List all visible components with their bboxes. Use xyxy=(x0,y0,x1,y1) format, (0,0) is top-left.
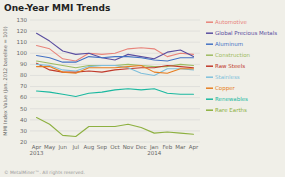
legend-entry: Raw Steels xyxy=(215,63,245,69)
series-line xyxy=(37,89,194,97)
y-tick-label: 120 xyxy=(17,28,28,34)
legend-swatch xyxy=(206,32,213,34)
legend-entry: Automotive xyxy=(215,19,247,25)
grid-line xyxy=(30,20,200,21)
legend-swatch xyxy=(206,87,213,89)
y-axis-label: MMI Index Value (Jan. 2012 baseline = 10… xyxy=(2,26,8,135)
grid-line xyxy=(30,142,200,143)
background xyxy=(0,0,285,177)
legend-entry: Global Precious Metals xyxy=(215,30,277,36)
x-tick-label: Mar xyxy=(175,144,186,150)
y-tick-label: 110 xyxy=(17,39,28,45)
legend-swatch xyxy=(206,65,213,67)
x-tick-label: Sep xyxy=(97,144,108,151)
series-line xyxy=(37,61,194,68)
x-tick-label-line: Oct xyxy=(110,144,120,150)
legend-entry: Stainless xyxy=(215,74,240,80)
x-tick-label-line: Aug xyxy=(83,144,94,151)
x-tick-label-line: 2014 xyxy=(147,150,161,156)
x-tick-label: Apr2013 xyxy=(30,144,44,156)
x-tick-label-line: Feb xyxy=(162,144,172,150)
x-tick-label-line: Nov xyxy=(123,144,134,150)
footer: © MetalMiner™. All rights reserved. xyxy=(4,170,85,175)
y-tick-label: 130 xyxy=(17,17,28,23)
lines xyxy=(37,33,194,136)
series-line xyxy=(37,55,194,62)
legend-swatch xyxy=(206,54,213,56)
legend-swatch xyxy=(206,21,213,23)
y-tick-label: 50 xyxy=(20,106,27,112)
grid-line xyxy=(30,75,200,76)
series-line xyxy=(37,65,194,73)
y-tick-label: 100 xyxy=(17,50,28,56)
legend-swatch xyxy=(206,76,213,78)
x-tick-label-line: Jul xyxy=(71,144,79,151)
series-line xyxy=(37,118,194,137)
y-tick-label: 20 xyxy=(20,139,27,145)
grid-line xyxy=(30,42,200,43)
y-tick-label: 90 xyxy=(20,61,27,67)
x-tick-label: Apr xyxy=(189,144,199,151)
legend-entry: Renewables xyxy=(215,96,248,102)
legend-swatch xyxy=(206,109,213,111)
y-tick-label: 80 xyxy=(20,72,27,78)
x-tick-label: Nov xyxy=(123,144,134,150)
x-tick-label-line: May xyxy=(44,144,56,151)
series-line xyxy=(37,33,194,60)
legend-entry: Construction xyxy=(215,52,251,58)
grid-line xyxy=(30,86,200,87)
legend-entry: Aluminum xyxy=(215,41,243,47)
x-tick-label: Jan2014 xyxy=(147,144,161,156)
y-tick-label: 60 xyxy=(20,94,27,100)
y-tick-label: 70 xyxy=(20,83,27,89)
x-tick-label: Jul xyxy=(71,144,79,151)
x-tick-label-line: Dec xyxy=(136,144,147,150)
y-tick-label: 40 xyxy=(20,117,27,123)
x-tick-label: Oct xyxy=(110,144,120,150)
title: One-Year MMI Trends xyxy=(4,3,110,13)
x-tick-label: Dec xyxy=(136,144,147,150)
series-line xyxy=(37,64,194,75)
x-tick-label-line: Jun xyxy=(57,144,67,151)
grid-line xyxy=(30,31,200,32)
x-tick-label: Aug xyxy=(83,144,94,151)
legend: Automotive Global Precious Metals Aluminum… xyxy=(206,19,277,113)
x-tick-label-line: 2013 xyxy=(30,150,44,156)
grid-line xyxy=(30,97,200,98)
x-tick-label-line: Sep xyxy=(97,144,108,151)
grid-line xyxy=(30,119,200,120)
legend-entry: Rare Earths xyxy=(215,107,247,113)
grid xyxy=(30,20,200,142)
x-tick-label: May xyxy=(44,144,56,151)
grid-line xyxy=(30,130,200,131)
chart: One-Year MMI Trends 20 30 40 50 60 70 80 90 100 11… xyxy=(0,0,285,177)
y-tick-label: 30 xyxy=(20,128,27,134)
legend-swatch xyxy=(206,43,213,45)
x-tick-label: Jun xyxy=(57,144,67,151)
x-tick-label: Feb xyxy=(162,144,172,150)
grid-line xyxy=(30,108,200,109)
legend-entry: Copper xyxy=(215,85,236,92)
legend-swatch xyxy=(206,98,213,100)
x-tick-label-line: Apr xyxy=(189,144,199,151)
series-line xyxy=(37,46,194,62)
x-tick-label-line: Mar xyxy=(175,144,186,150)
